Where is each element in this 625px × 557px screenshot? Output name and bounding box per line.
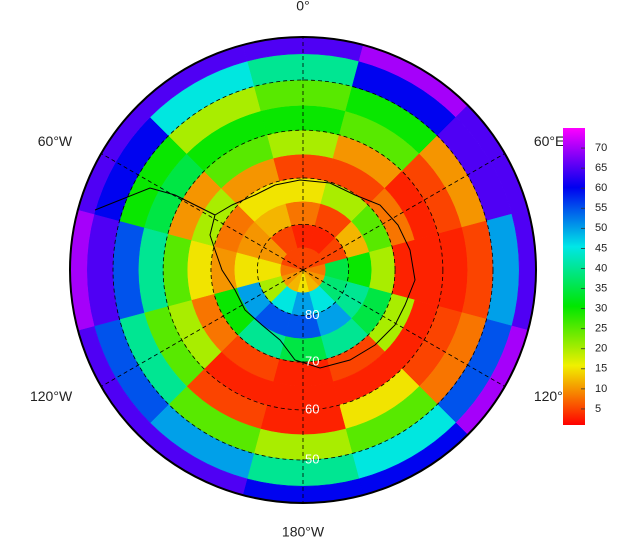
colorbar-tick-label: 25 [595,323,607,335]
longitude-label: 0° [296,0,309,14]
field-cell [369,245,396,295]
field-cell [162,233,192,307]
colorbar-tick-label: 40 [595,262,607,274]
field-cell [234,251,260,289]
field-cell [346,251,372,289]
longitude-label: 120°W [30,388,73,404]
graticule [101,37,505,503]
longitude-label: 60°W [38,133,73,149]
longitude-label: 60°E [534,133,565,149]
colorbar-tick-label: 65 [595,162,607,174]
colorbar-tick-label: 70 [595,142,607,154]
meridian-line [302,153,505,271]
colorbar-tick-label: 10 [595,383,607,395]
colorbar-scale [563,128,585,425]
colorbar-tick-label: 5 [595,403,601,415]
colorbar-tick-label: 15 [595,363,607,375]
field-cell [414,233,444,307]
colorbar: 5 10 15 20 25 30 35 40 45 50 55 60 65 70 [563,128,607,425]
meridian-line [101,153,304,271]
latitude-label: 50 [305,451,319,466]
field-cell [391,239,419,301]
labels: 80 70 60 50 0° 60°E 120°E 180°W 120°W 60°W [30,0,572,540]
latitude-label: 80 [305,307,319,322]
colorbar-tick-label: 20 [595,343,607,355]
colorbar-tick-label: 50 [595,222,607,234]
colorbar-tick-label: 30 [595,303,607,315]
colorbar-tick-label: 35 [595,282,607,294]
meridian-line [302,269,505,387]
meridian-line [101,269,304,387]
coastline [94,179,416,369]
latitude-label: 60 [305,401,319,416]
colorbar-tick-label: 55 [595,202,607,214]
colorbar-tick-label: 45 [595,242,607,254]
longitude-label: 120°E [534,388,572,404]
latitude-line [112,79,494,461]
latitude-label: 70 [305,353,319,368]
colorbar-tick-label: 60 [595,182,607,194]
field-cell [187,239,215,301]
longitude-label: 180°W [282,524,325,540]
latitude-line [162,129,444,411]
map-border [69,36,537,504]
latitude-line [210,177,396,363]
